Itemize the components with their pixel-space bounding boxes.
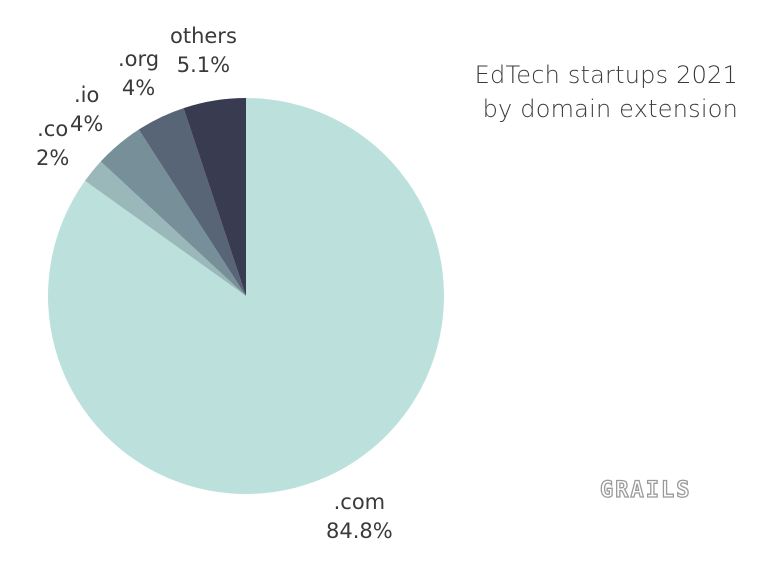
chart-title: EdTech startups 2021	[474, 61, 738, 89]
slice-label-name: .org	[118, 47, 160, 71]
slice-label-value: 4%	[121, 76, 156, 100]
slice-label-co: .co 2%	[36, 115, 69, 173]
pie-slice-others	[183, 98, 246, 296]
slice-label-org: .org 4%	[118, 45, 159, 103]
slice-label-value: 4%	[70, 112, 104, 136]
slice-label-name: .io	[73, 83, 100, 107]
chart-title-block: EdTech startups 2021 by domain extension	[475, 58, 738, 126]
slice-label-value: 84.8%	[326, 519, 393, 543]
slice-label-io: .io 4%	[70, 81, 103, 139]
slice-label-others: others 5.1%	[170, 22, 237, 80]
pie-slice-co	[84, 161, 247, 296]
pie-slice-org	[138, 108, 246, 297]
slice-label-name: others	[170, 24, 237, 48]
slice-label-value: 2%	[36, 146, 70, 170]
slice-label-value: 5.1%	[176, 53, 231, 77]
pie-slice-io	[100, 129, 247, 296]
slice-label-name: .co	[37, 117, 69, 141]
chart-subtitle: by domain extension	[482, 95, 738, 123]
grails-logo: GRAILS	[599, 477, 692, 503]
slice-label-name: .com	[333, 490, 386, 514]
slice-label-com: .com 84.8%	[326, 488, 393, 546]
